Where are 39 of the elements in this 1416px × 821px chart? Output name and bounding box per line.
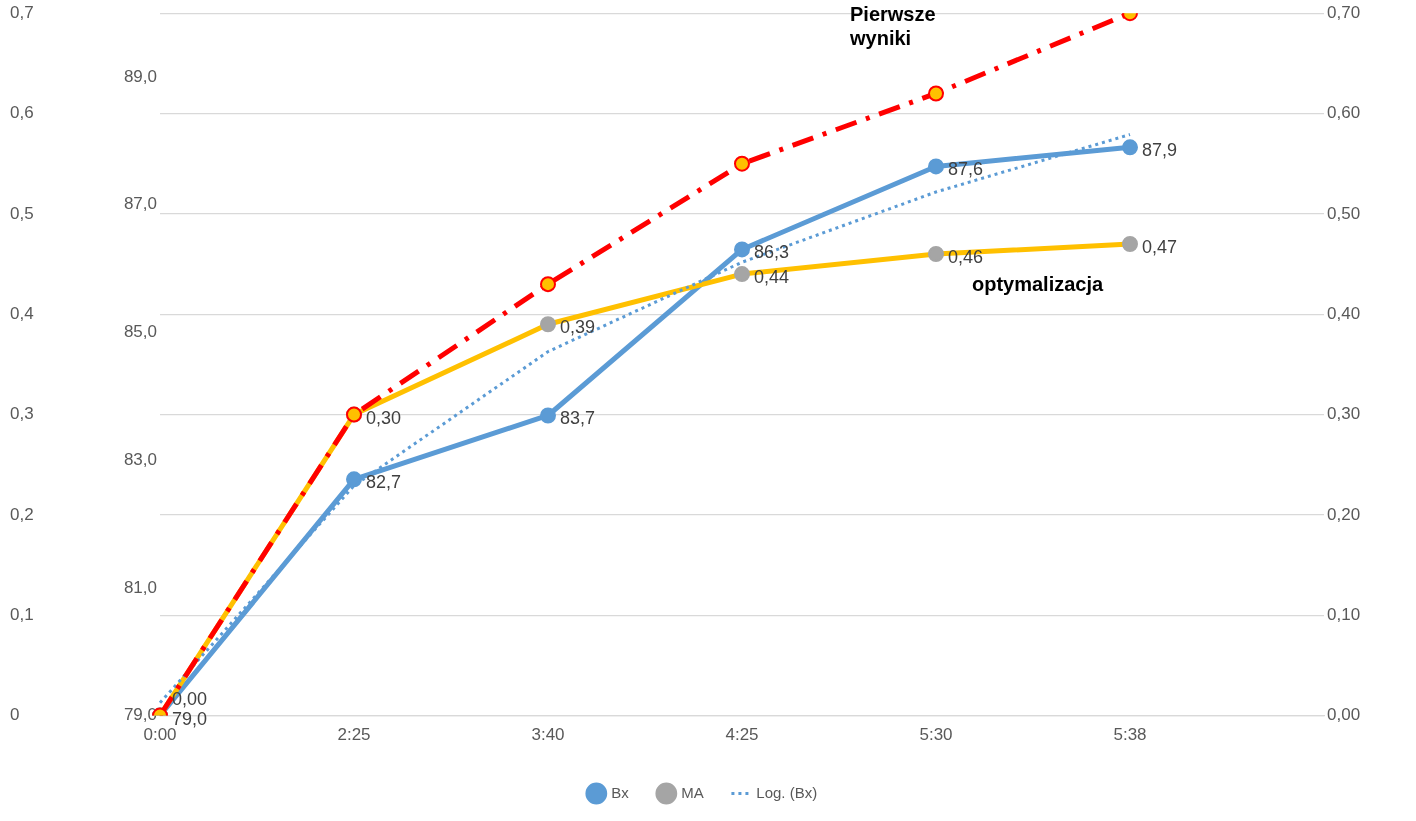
y3-tick-label: 0,7 bbox=[10, 2, 34, 22]
y3-tick-label: 0,2 bbox=[10, 504, 34, 524]
legend-label: Log. (Bx) bbox=[756, 783, 818, 801]
x-tick-label: 2:25 bbox=[337, 725, 371, 745]
y2-tick-label: 0,00 bbox=[1327, 705, 1361, 725]
y-tick-label: 89,0 bbox=[123, 66, 157, 86]
y2-tick-label: 0,70 bbox=[1327, 2, 1361, 22]
x-tick-label: 5:30 bbox=[919, 725, 953, 745]
data-label: 82,7 bbox=[366, 472, 402, 493]
x-tick-label: 3:40 bbox=[531, 725, 565, 745]
y-tick-label: 85,0 bbox=[123, 322, 157, 342]
annotation: Pierwsze wyniki bbox=[850, 2, 936, 50]
y3-tick-label: 0,4 bbox=[10, 303, 34, 323]
y-tick-label: 83,0 bbox=[123, 449, 157, 469]
y3-tick-label: 0,3 bbox=[10, 404, 34, 424]
data-label: 0,39 bbox=[560, 317, 596, 338]
y2-tick-label: 0,30 bbox=[1327, 404, 1361, 424]
y2-tick-label: 0,50 bbox=[1327, 203, 1361, 223]
y3-tick-label: 0,5 bbox=[10, 203, 34, 223]
legend-label: MA bbox=[681, 783, 704, 801]
x-tick-label: 4:25 bbox=[725, 725, 759, 745]
data-label: 87,6 bbox=[948, 159, 984, 180]
data-label: 83,7 bbox=[560, 408, 596, 429]
annotation: optymalizacja bbox=[972, 272, 1104, 296]
y2-tick-label: 0,60 bbox=[1327, 103, 1361, 123]
y-tick-label: 81,0 bbox=[123, 577, 157, 597]
y-tick-label: 87,0 bbox=[123, 194, 157, 214]
data-label: 87,9 bbox=[1142, 140, 1178, 161]
y3-tick-label: 0,6 bbox=[10, 103, 34, 123]
x-tick-label: 5:38 bbox=[1113, 725, 1147, 745]
y2-tick-label: 0,10 bbox=[1327, 604, 1361, 624]
data-label: 0,44 bbox=[754, 267, 790, 288]
data-label: 0,47 bbox=[1142, 236, 1178, 257]
legend-label: Bx bbox=[611, 783, 630, 801]
data-label: 0,30 bbox=[366, 407, 402, 428]
y2-tick-label: 0,20 bbox=[1327, 504, 1361, 524]
y2-tick-label: 0,40 bbox=[1327, 303, 1361, 323]
y3-tick-label: 0 bbox=[10, 705, 20, 725]
y3-tick-label: 0,1 bbox=[10, 604, 34, 624]
